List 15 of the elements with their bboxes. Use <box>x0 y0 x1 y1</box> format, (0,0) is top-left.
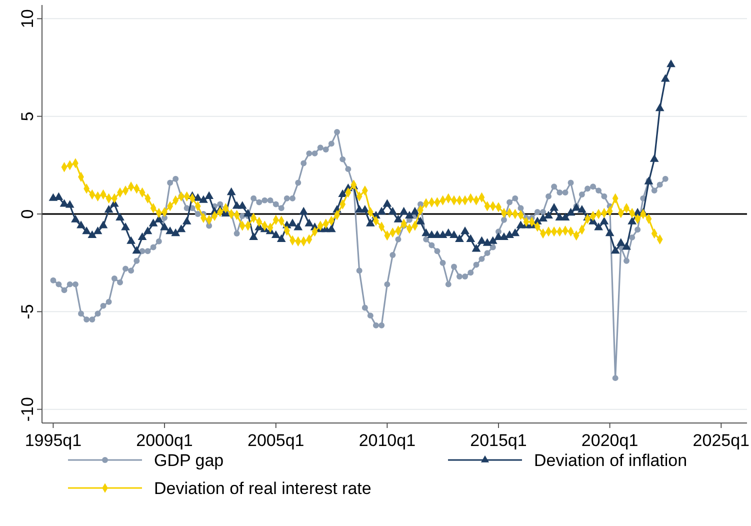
x-tick-label: 2015q1 <box>470 431 527 450</box>
x-tick-label: 2010q1 <box>358 431 416 450</box>
x-tick-label: 2020q1 <box>581 431 638 450</box>
x-tick-label: 2005q1 <box>248 431 304 450</box>
legend-label: Deviation of inflation <box>534 451 688 470</box>
legend-label: Deviation of real interest rate <box>154 479 372 498</box>
y-tick-label: 0 <box>18 209 37 219</box>
x-tick-label: 2025q1 <box>692 431 750 450</box>
y-tick-label: 10 <box>18 9 37 28</box>
y-tick-label: -10 <box>18 397 37 422</box>
y-tick-label: -5 <box>18 304 37 320</box>
legend-label: GDP gap <box>154 451 224 470</box>
x-tick-label: 1995q1 <box>24 431 82 450</box>
x-tick-label: 2000q1 <box>136 431 193 450</box>
y-tick-label: 5 <box>18 112 37 122</box>
